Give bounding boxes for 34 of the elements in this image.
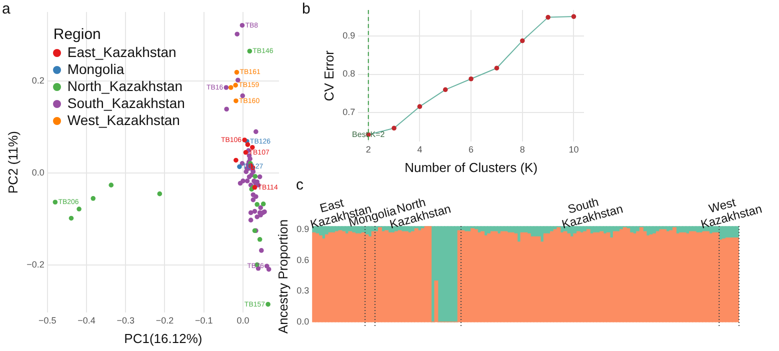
legend-title: Region [53,26,102,43]
x-tick-label: 10 [568,144,579,154]
chart-title: a [2,0,11,18]
legend-label: North_Kazakhstan [67,78,183,95]
x-tick-label: −0.1 [194,315,213,326]
y-tick-label: −0.2 [26,260,44,270]
x-tick-label: 0.0 [236,315,250,326]
legend-label: East_Kazakhstan [67,44,176,61]
y-tick-label: 0.9 [296,224,310,234]
y-tick-label: 0.7 [342,107,356,118]
x-tick-label: −0.3 [116,315,135,326]
y-tick-label: 0.2 [32,76,44,86]
legend-label: South_Kazakhstan [67,95,185,112]
x-tick-label: −0.2 [156,315,174,326]
x-tick-label: −0.4 [78,315,96,326]
x-tick-label: 2 [366,144,371,154]
x-tick-label: 6 [468,144,474,154]
x-axis-title: PC1(16.12%) [124,330,202,346]
x-tick-label: 4 [417,144,422,154]
x-axis-title: Number of Clusters (K) [404,160,538,175]
y-axis-title: CV Error [321,50,336,102]
y-tick-label: 0.0 [32,168,44,178]
y-axis-title: Ancestry Proportion [275,219,290,334]
y-tick-label: 0.8 [342,68,356,79]
y-tick-label: 0.6 [296,254,310,265]
chart-title: c [296,176,304,194]
y-tick-label: 0.9 [342,30,356,40]
x-tick-label: 8 [520,144,525,154]
y-axis-title: PC2 (11%) [5,130,20,194]
chart-title: b [302,0,310,18]
y-tick-label: 0.3 [296,286,310,296]
legend-label: West_Kazakhstan [67,112,180,129]
x-tick-label: −0.5 [38,315,56,326]
legend-label: Mongolia [67,61,124,78]
